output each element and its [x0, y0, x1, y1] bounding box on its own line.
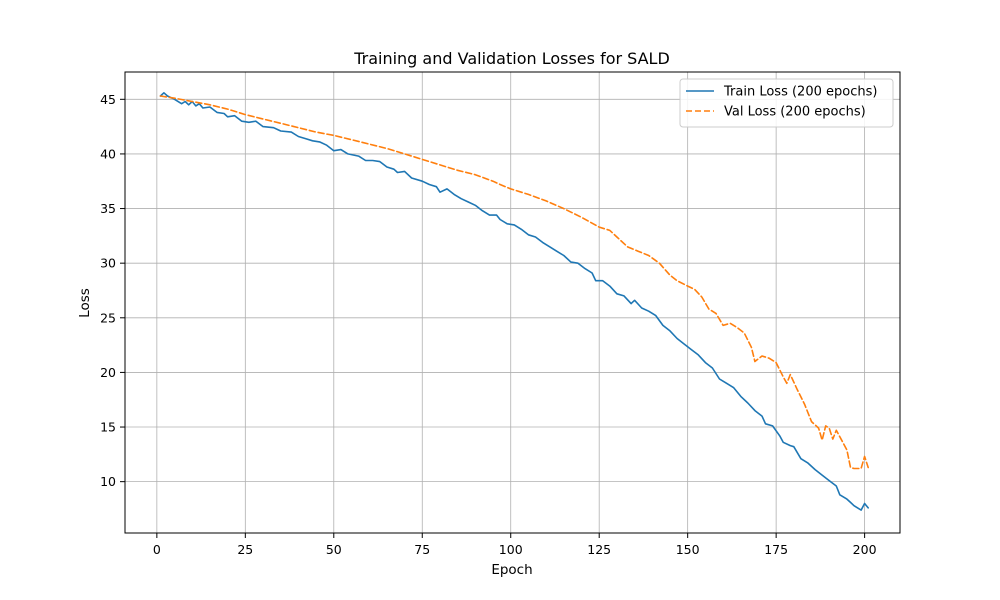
- grid-lines: [125, 72, 900, 533]
- y-axis-label: Loss: [77, 288, 93, 318]
- x-axis-label: Epoch: [491, 562, 532, 578]
- y-tick-label: 20: [100, 365, 116, 380]
- legend: Train Loss (200 epochs) Val Loss (200 epo…: [679, 78, 894, 128]
- y-axis: 10 15 20 25 30 35 40 45: [100, 92, 125, 489]
- y-tick-label: 25: [100, 310, 116, 325]
- y-tick-label: 30: [100, 256, 116, 271]
- x-tick-label: 75: [414, 542, 430, 557]
- chart-title: Training and Validation Losses for SALD: [353, 49, 670, 68]
- y-tick-label: 35: [100, 201, 116, 216]
- legend-label: Val Loss (200 epochs): [724, 105, 866, 120]
- x-axis: 0 25 50 75 100 125 150 175 200: [153, 533, 877, 557]
- x-tick-label: 50: [326, 542, 342, 557]
- x-tick-label: 0: [153, 542, 161, 557]
- legend-box: [679, 78, 894, 128]
- series-layer: [159, 92, 870, 511]
- x-tick-label: 175: [764, 542, 788, 557]
- x-tick-label: 150: [676, 542, 700, 557]
- x-tick-label: 100: [499, 542, 523, 557]
- x-tick-label: 200: [853, 542, 877, 557]
- y-tick-label: 15: [100, 420, 116, 435]
- plot-frame: [124, 71, 901, 534]
- legend-label: Train Loss (200 epochs): [723, 85, 877, 100]
- y-tick-label: 40: [100, 146, 116, 161]
- series-line-train-loss: [159, 92, 870, 511]
- series-line-val-loss: [159, 95, 870, 470]
- y-tick-label: 45: [100, 92, 116, 107]
- y-tick-label: 10: [100, 474, 116, 489]
- x-tick-label: 25: [237, 542, 253, 557]
- x-tick-label: 125: [587, 542, 611, 557]
